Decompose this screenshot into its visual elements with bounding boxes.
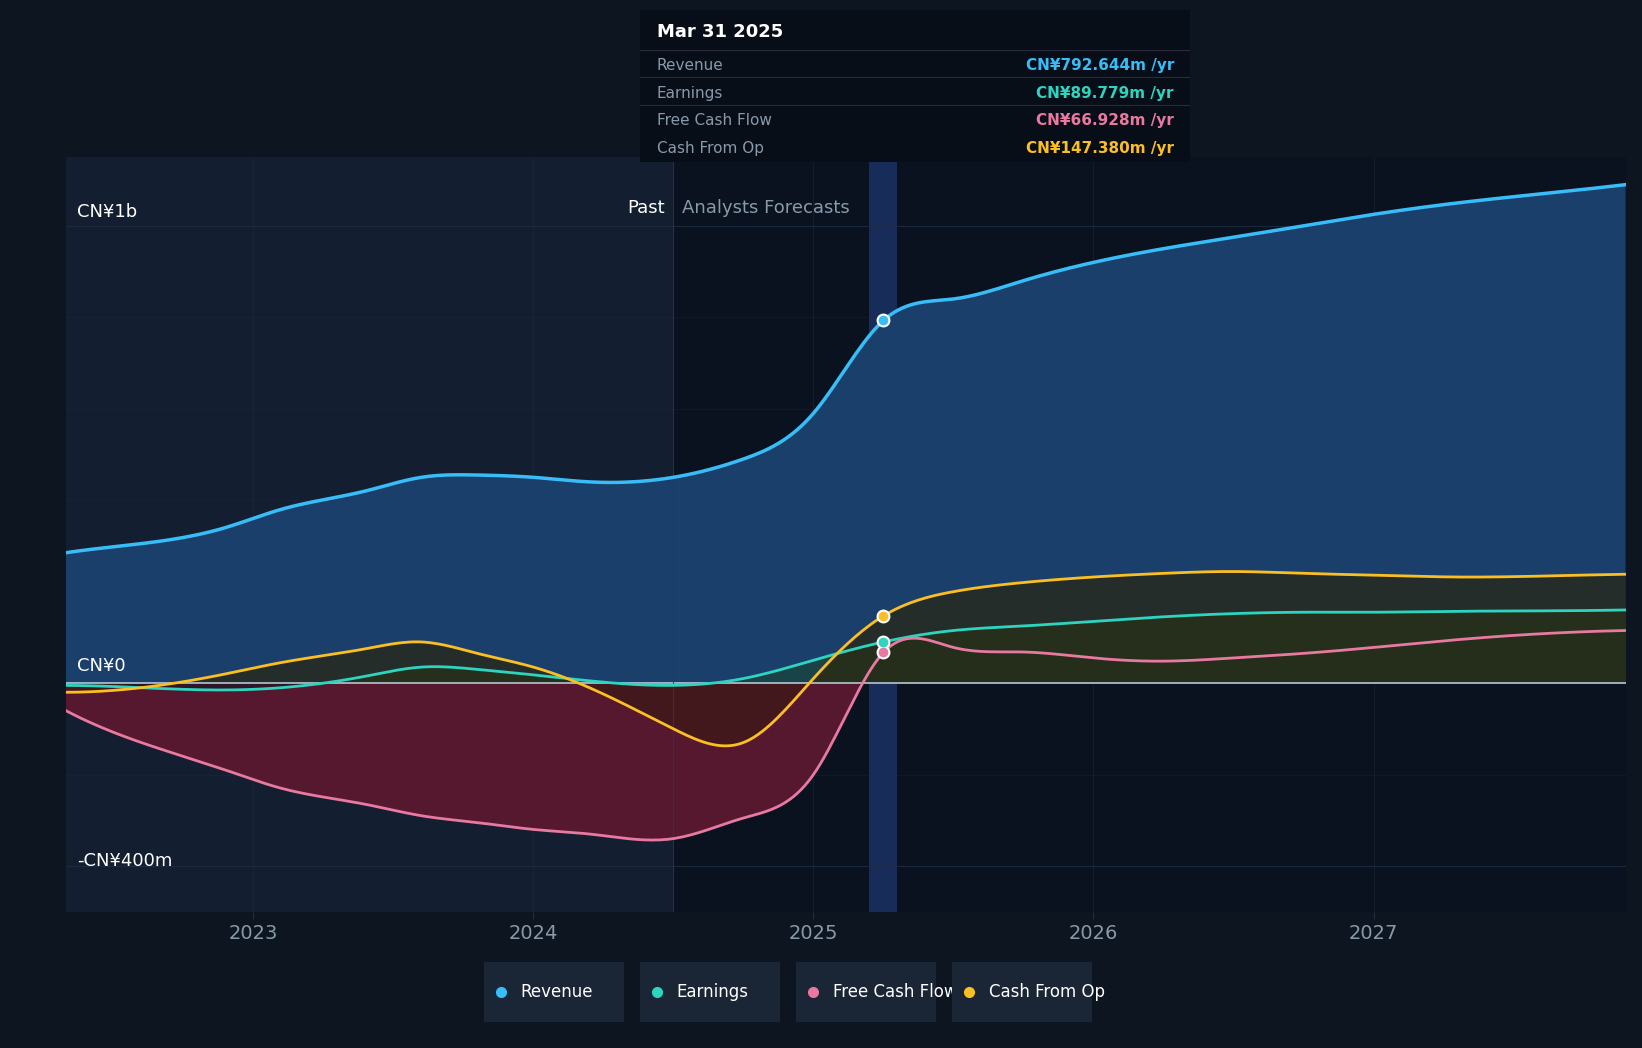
Text: CN¥66.928m /yr: CN¥66.928m /yr: [1036, 113, 1174, 128]
Text: Free Cash Flow: Free Cash Flow: [657, 113, 772, 128]
Bar: [869, 157, 898, 912]
Text: CN¥147.380m /yr: CN¥147.380m /yr: [1026, 140, 1174, 155]
Text: Free Cash Flow: Free Cash Flow: [832, 983, 957, 1001]
Text: Mar 31 2025: Mar 31 2025: [657, 23, 783, 41]
Text: Cash From Op: Cash From Op: [988, 983, 1105, 1001]
Text: Analysts Forecasts: Analysts Forecasts: [681, 199, 849, 217]
Text: Revenue: Revenue: [521, 983, 593, 1001]
Text: Earnings: Earnings: [657, 86, 722, 101]
Text: CN¥1b: CN¥1b: [77, 203, 138, 221]
Bar: [673, 157, 1626, 912]
Text: CN¥0: CN¥0: [77, 657, 125, 675]
Text: -CN¥400m: -CN¥400m: [77, 852, 172, 871]
Text: Cash From Op: Cash From Op: [657, 140, 764, 155]
Text: Earnings: Earnings: [677, 983, 749, 1001]
Text: CN¥792.644m /yr: CN¥792.644m /yr: [1026, 59, 1174, 73]
Text: CN¥89.779m /yr: CN¥89.779m /yr: [1036, 86, 1174, 101]
Text: Past: Past: [627, 199, 665, 217]
Text: Revenue: Revenue: [657, 59, 724, 73]
Bar: [66, 157, 673, 912]
